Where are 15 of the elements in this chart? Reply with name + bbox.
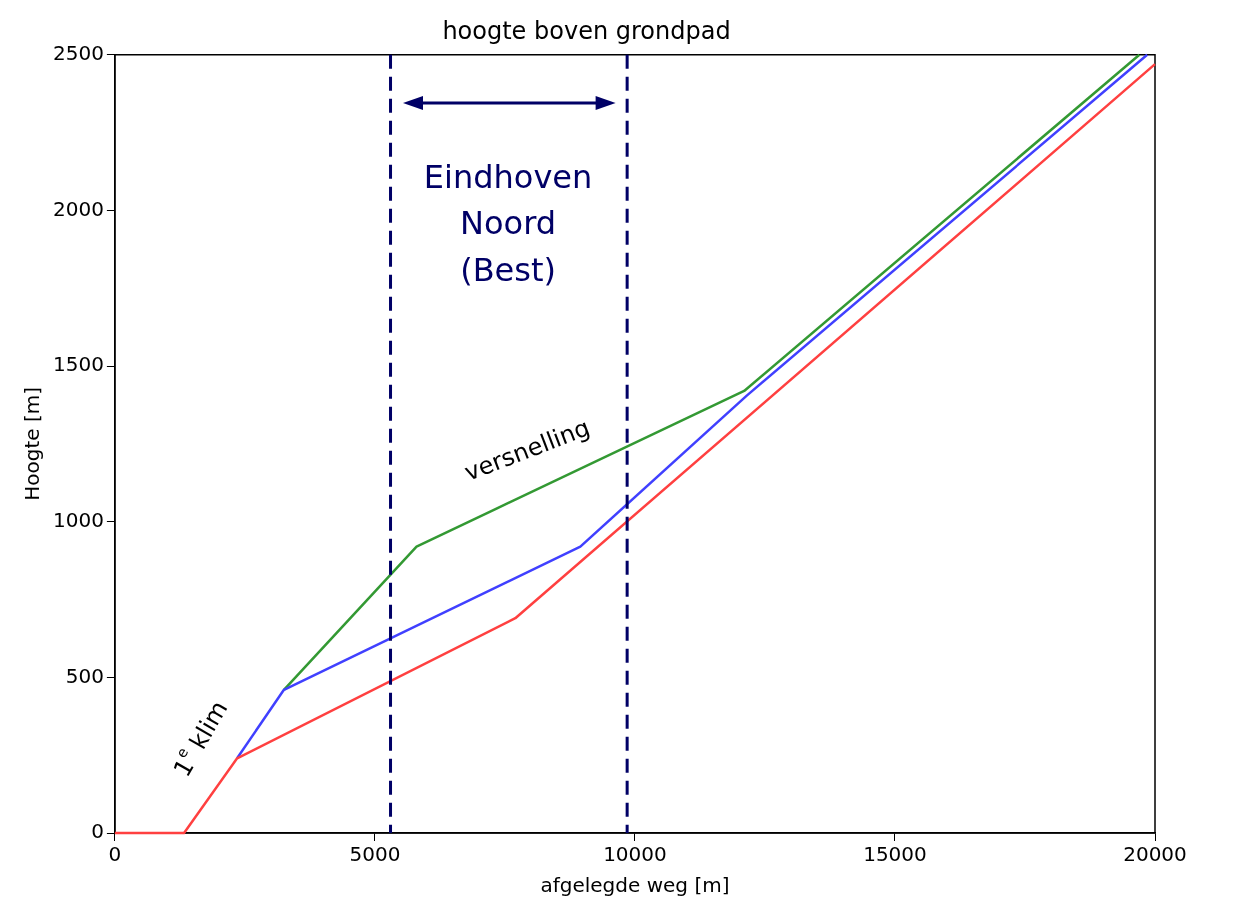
y-tick-label: 1000	[52, 507, 104, 532]
y-tick-label: 2500	[52, 41, 104, 65]
y-axis-title: Hoogte [m]	[20, 386, 45, 501]
annotation: Eindhoven Noord (Best)	[423, 157, 593, 289]
x-tick-label: 0	[108, 842, 122, 867]
x-axis-title: afgelegde weg [m]	[540, 873, 730, 898]
x-tick-label: 15000	[863, 842, 927, 867]
x-tick-label: 10000	[603, 842, 667, 867]
x-tick-label: 20000	[1123, 842, 1187, 867]
chart-title: hoogte boven grondpad	[442, 16, 731, 45]
y-tick-label: 0	[91, 819, 104, 844]
y-tick-label: 500	[65, 663, 104, 688]
x-tick-label: 5000	[349, 842, 401, 867]
y-tick-label: 1500	[52, 352, 104, 377]
y-tick-label: 2000	[52, 196, 104, 221]
